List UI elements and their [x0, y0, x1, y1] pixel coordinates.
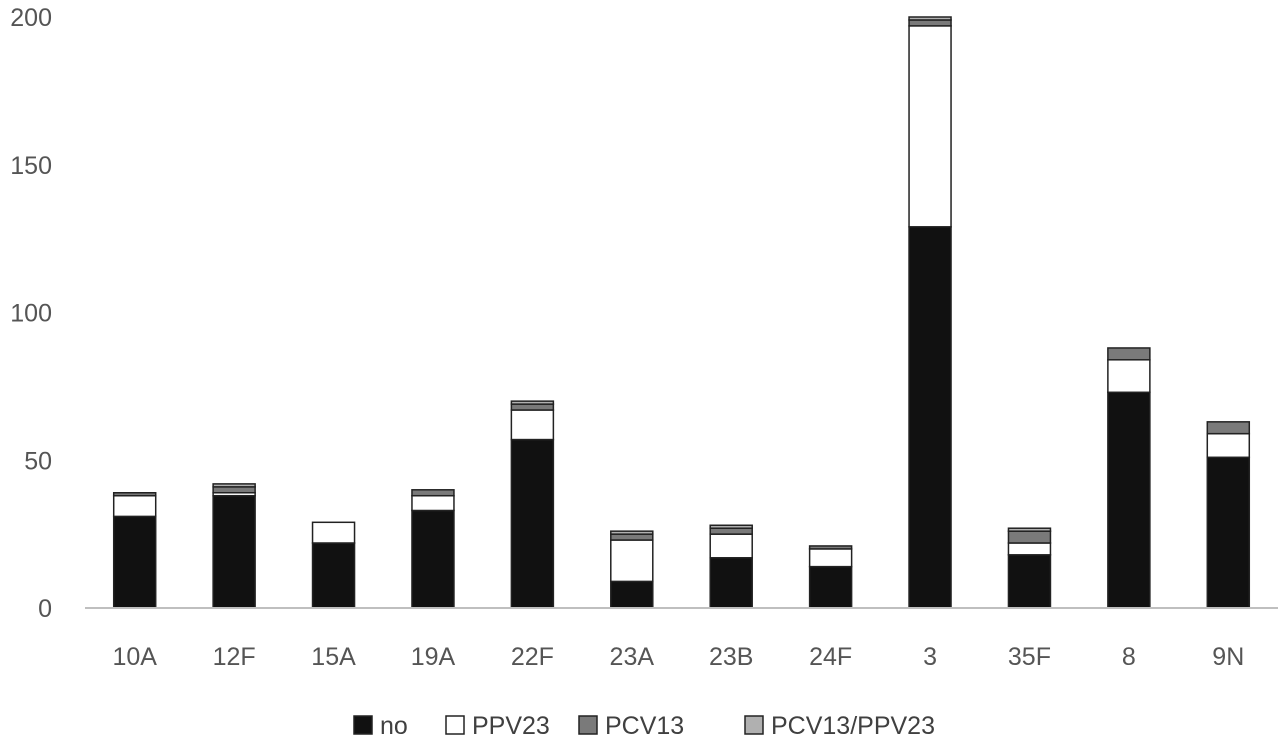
- x-tick-label: 22F: [511, 643, 554, 671]
- bar-segment: [908, 25, 952, 228]
- legend: no PPV23 PCV13 PCV13/PPV23: [353, 712, 935, 740]
- bar-segment: [610, 533, 654, 541]
- bar-stack: [411, 489, 455, 609]
- y-tick-label: 0: [38, 595, 52, 623]
- bar-segment: [212, 494, 256, 609]
- legend-label: no: [380, 712, 408, 740]
- bar-stack: [1206, 421, 1251, 609]
- bars-group: [112, 16, 1251, 609]
- bar-stack: [610, 530, 654, 609]
- bar-segment: [311, 542, 356, 609]
- x-tick-label: 35F: [1008, 643, 1051, 671]
- legend-item: PCV13/PPV23: [744, 712, 935, 740]
- bar-stack: [709, 524, 753, 609]
- bar-stack: [808, 545, 853, 609]
- x-axis-ticks: 10A 12F 15A 19A 22F 23A 23B 24F 3 35F 8 9N: [112, 643, 1244, 671]
- legend-item: PPV23: [445, 712, 550, 740]
- x-tick-label: 19A: [411, 643, 456, 671]
- x-tick-label: 9N: [1212, 643, 1244, 671]
- bar-segment: [808, 545, 853, 550]
- y-tick-label: 200: [10, 4, 52, 32]
- bar-segment: [510, 409, 555, 441]
- bar-segment: [510, 400, 555, 405]
- bar-segment: [1007, 542, 1052, 556]
- bar-segment: [112, 494, 157, 518]
- bar-segment: [1206, 421, 1251, 435]
- bar-segment: [908, 226, 952, 609]
- x-tick-label: 23B: [709, 643, 753, 671]
- bar-segment: [1206, 432, 1251, 459]
- bar-segment: [112, 515, 157, 609]
- legend-swatch: [578, 715, 598, 735]
- x-tick-label: 15A: [311, 643, 356, 671]
- bar-segment: [709, 524, 753, 529]
- legend-label: PPV23: [472, 712, 550, 740]
- bar-segment: [1107, 391, 1151, 609]
- bar-stack: [510, 400, 555, 609]
- legend-item: no: [353, 712, 408, 740]
- y-tick-label: 150: [10, 152, 52, 180]
- bar-segment: [610, 580, 654, 609]
- bar-segment: [1007, 530, 1052, 544]
- x-tick-label: 8: [1122, 643, 1136, 671]
- bar-segment: [212, 483, 256, 488]
- legend-swatch: [353, 715, 373, 735]
- bar-segment: [1206, 456, 1251, 609]
- bar-stack: [908, 16, 952, 609]
- bar-segment: [510, 403, 555, 411]
- bar-stack: [311, 521, 356, 609]
- legend-swatch: [445, 715, 465, 735]
- bar-segment: [610, 539, 654, 583]
- bar-segment: [709, 533, 753, 559]
- bar-segment: [908, 19, 952, 27]
- bar-segment: [1107, 359, 1151, 394]
- bar-segment: [808, 565, 853, 609]
- bar-stack: [1007, 527, 1052, 609]
- x-tick-label: 3: [923, 643, 937, 671]
- x-tick-label: 12F: [213, 643, 256, 671]
- bar-segment: [411, 489, 455, 497]
- bar-segment: [1007, 554, 1052, 609]
- legend-swatch: [744, 715, 764, 735]
- bar-stack: [212, 483, 256, 609]
- x-tick-label: 24F: [809, 643, 852, 671]
- bar-segment: [510, 438, 555, 609]
- x-tick-label: 23A: [610, 643, 655, 671]
- y-tick-label: 50: [24, 447, 52, 475]
- legend-label: PCV13: [605, 712, 684, 740]
- legend-label: PCV13/PPV23: [771, 712, 935, 740]
- bar-segment: [411, 494, 455, 512]
- y-tick-label: 100: [10, 300, 52, 328]
- bar-segment: [709, 557, 753, 609]
- bar-segment: [709, 527, 753, 535]
- bar-segment: [908, 16, 952, 21]
- bar-segment: [212, 486, 256, 494]
- bar-segment: [1007, 527, 1052, 532]
- bar-segment: [808, 548, 853, 568]
- bar-segment: [411, 509, 455, 609]
- bar-segment: [610, 530, 654, 535]
- x-tick-label: 10A: [112, 643, 157, 671]
- bar-stack: [1107, 347, 1151, 609]
- y-axis-ticks: 0 50 100 150 200: [10, 4, 52, 623]
- bar-stack: [112, 492, 157, 609]
- bar-segment: [112, 492, 157, 497]
- legend-item: PCV13: [578, 712, 684, 740]
- bar-segment: [1107, 347, 1151, 361]
- bar-segment: [311, 521, 356, 544]
